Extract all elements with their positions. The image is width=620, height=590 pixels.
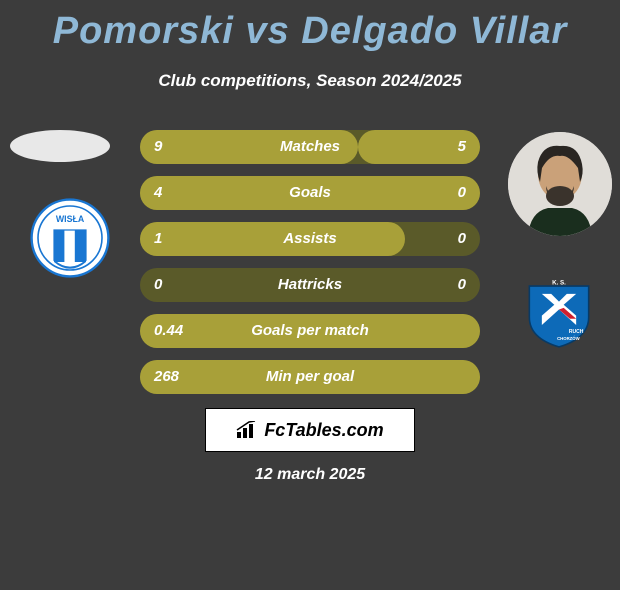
wisla-icon: WISŁA <box>30 198 110 278</box>
footer-brand-text: FcTables.com <box>264 420 383 441</box>
date-text: 12 march 2025 <box>0 466 620 484</box>
stat-right-value: 5 <box>458 130 466 164</box>
stat-label: Matches <box>140 130 480 164</box>
club-left-badge: WISŁA <box>25 193 115 283</box>
player-left-placeholder <box>10 130 110 162</box>
page-title: Pomorski vs Delgado Villar <box>0 10 620 53</box>
stat-right-value: 0 <box>458 176 466 210</box>
stat-right-value: 0 <box>458 222 466 256</box>
svg-text:CHORZÓW: CHORZÓW <box>557 336 581 341</box>
svg-text:K. S.: K. S. <box>552 279 566 286</box>
stats-container: 9Matches54Goals01Assists00Hattricks00.44… <box>140 130 480 406</box>
stat-label: Goals per match <box>140 314 480 348</box>
stat-row: 9Matches5 <box>140 130 480 164</box>
stat-row: 4Goals0 <box>140 176 480 210</box>
avatar-icon <box>508 132 612 236</box>
stat-label: Hattricks <box>140 268 480 302</box>
stat-label: Min per goal <box>140 360 480 394</box>
stat-label: Goals <box>140 176 480 210</box>
svg-text:RUCH: RUCH <box>569 329 584 335</box>
subtitle: Club competitions, Season 2024/2025 <box>0 71 620 91</box>
chart-icon <box>236 421 258 439</box>
stat-row: 1Assists0 <box>140 222 480 256</box>
stat-label: Assists <box>140 222 480 256</box>
stat-row: 268Min per goal <box>140 360 480 394</box>
stat-row: 0.44Goals per match <box>140 314 480 348</box>
club-right-badge: K. S. RUCH CHORZÓW <box>516 268 602 354</box>
ruch-icon: K. S. RUCH CHORZÓW <box>520 272 598 350</box>
stat-row: 0Hattricks0 <box>140 268 480 302</box>
footer-banner[interactable]: FcTables.com <box>205 408 415 452</box>
stat-right-value: 0 <box>458 268 466 302</box>
svg-text:WISŁA: WISŁA <box>56 214 85 224</box>
player-right-avatar <box>508 132 612 236</box>
